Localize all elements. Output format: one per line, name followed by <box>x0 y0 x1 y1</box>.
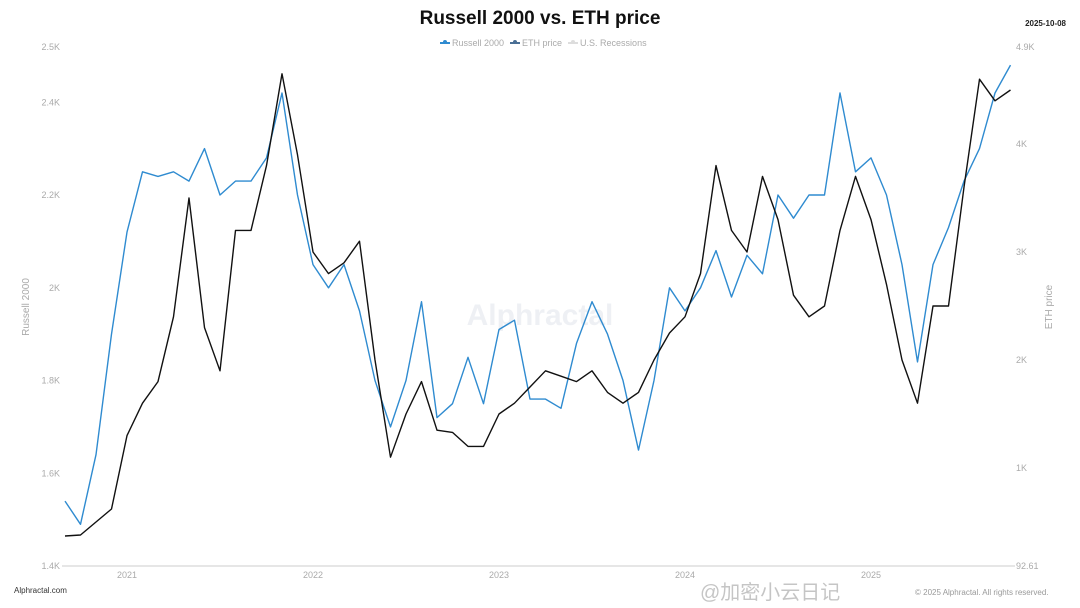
y-left-tick-label: 1.4K <box>41 561 60 571</box>
legend-label: Russell 2000 <box>452 38 505 48</box>
legend-item-recessions[interactable]: U.S. Recessions <box>568 38 647 48</box>
y-right-tick-label: 3K <box>1016 247 1027 257</box>
x-tick-label: 2023 <box>489 570 509 580</box>
legend-label: U.S. Recessions <box>580 38 647 48</box>
legend-marker-icon <box>510 40 521 44</box>
y-left-tick-label: 2.4K <box>41 97 60 107</box>
y-left-tick-label: 1.6K <box>41 468 60 478</box>
series-line-eth-price <box>64 73 1011 537</box>
y-right-tick-label: 4.9K <box>1016 42 1035 52</box>
source-label[interactable]: Alphractal.com <box>14 586 67 595</box>
legend-item-russell[interactable]: Russell 2000 <box>440 38 504 48</box>
y-right-label: ETH price <box>1044 284 1055 329</box>
x-tick-label: 2021 <box>117 570 137 580</box>
legend-label: ETH price <box>522 38 563 48</box>
y-left-tick-label: 1.8K <box>41 376 60 386</box>
legend: Russell 2000 ETH price U.S. Recessions <box>440 38 647 48</box>
y-right-tick-label: 1K <box>1016 463 1027 473</box>
x-tick-label: 2024 <box>675 570 695 580</box>
chart-title: Russell 2000 vs. ETH price <box>419 8 661 29</box>
y-left-tick-label: 2.2K <box>41 190 60 200</box>
legend-marker-icon <box>568 40 579 44</box>
y-right-tick-label: 4K <box>1016 139 1027 149</box>
chart-date: 2025-10-08 <box>1025 19 1066 28</box>
y-left-tick-label: 2K <box>49 283 60 293</box>
legend-item-eth[interactable]: ETH price <box>510 38 562 48</box>
y-left-tick-label: 2.5K <box>41 42 60 52</box>
y-left-label: Russell 2000 <box>21 278 32 336</box>
y-right-tick-label: 2K <box>1016 355 1027 365</box>
copyright: © 2025 Alphractal. All rights reserved. <box>915 588 1049 597</box>
y-right-tick-label: 92.61 <box>1016 561 1039 571</box>
center-watermark: Alphractal <box>467 299 614 332</box>
x-tick-label: 2025 <box>861 570 881 580</box>
series-line-russell-2000 <box>64 64 1012 525</box>
x-tick-label: 2022 <box>303 570 323 580</box>
corner-watermark: @加密小云日记 <box>700 582 841 604</box>
legend-marker-icon <box>440 40 450 44</box>
